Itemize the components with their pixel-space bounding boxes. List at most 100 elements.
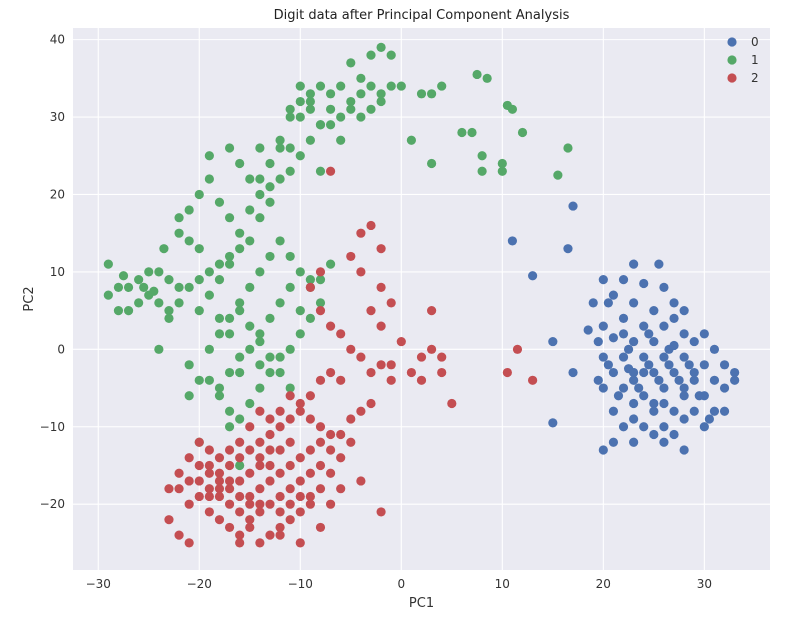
data-point <box>275 367 285 378</box>
data-point <box>224 367 235 378</box>
x-tick-label: 20 <box>596 577 611 591</box>
data-point <box>346 58 356 68</box>
data-point <box>406 135 416 145</box>
data-point <box>386 50 396 60</box>
data-point <box>679 383 689 393</box>
data-point <box>629 336 639 347</box>
data-point <box>477 166 487 176</box>
data-point <box>204 507 214 517</box>
data-point <box>588 298 598 308</box>
data-point <box>639 367 649 378</box>
data-point <box>406 367 416 378</box>
data-point <box>639 278 649 289</box>
data-point <box>598 352 608 362</box>
data-point <box>376 321 386 331</box>
data-point <box>654 259 664 269</box>
data-point <box>275 406 285 416</box>
x-tick-label: 0 <box>397 577 405 591</box>
y-axis-label: PC2 <box>22 286 37 311</box>
data-point <box>664 344 674 354</box>
data-point <box>366 81 376 91</box>
data-point <box>427 89 437 99</box>
data-point <box>285 383 295 393</box>
data-point <box>305 414 315 424</box>
data-point <box>336 81 346 91</box>
data-point <box>325 445 336 455</box>
data-point <box>184 360 194 370</box>
data-point <box>118 271 129 281</box>
data-point <box>679 445 689 455</box>
x-tick-label: −10 <box>288 577 313 591</box>
data-point <box>235 414 245 424</box>
data-point <box>618 275 629 285</box>
data-point <box>235 228 245 238</box>
data-point <box>295 398 305 409</box>
data-point <box>305 275 315 285</box>
data-point <box>730 375 740 385</box>
data-point <box>154 344 164 354</box>
data-point <box>356 89 366 99</box>
data-point <box>255 336 265 347</box>
data-point <box>134 298 144 308</box>
data-point <box>563 143 573 153</box>
data-point <box>295 453 305 463</box>
data-point <box>194 244 204 254</box>
data-point <box>255 406 265 416</box>
data-point <box>623 344 634 354</box>
data-point <box>437 81 447 91</box>
data-point <box>295 96 305 107</box>
data-point <box>598 445 608 455</box>
x-tick-label: 30 <box>697 577 712 591</box>
data-point <box>447 398 457 409</box>
data-point <box>275 522 285 533</box>
data-point <box>224 329 235 339</box>
data-point <box>639 352 649 362</box>
data-point <box>325 104 336 114</box>
data-point <box>204 375 214 385</box>
x-tick-label: −20 <box>187 577 212 591</box>
data-point <box>325 89 336 99</box>
data-point <box>295 81 305 91</box>
y-tick-label: 40 <box>50 33 65 47</box>
data-point <box>477 151 487 161</box>
data-point <box>674 375 684 385</box>
data-point <box>285 104 295 114</box>
data-point <box>502 367 512 378</box>
data-point <box>285 414 295 424</box>
data-point <box>285 484 295 494</box>
data-point <box>437 367 447 378</box>
data-point <box>684 360 694 370</box>
data-point <box>598 321 608 331</box>
data-point <box>149 286 159 296</box>
data-point <box>174 484 184 494</box>
data-point <box>265 313 275 323</box>
data-point <box>376 360 386 370</box>
data-point <box>285 391 295 401</box>
data-point <box>669 313 679 323</box>
y-tick-label: 0 <box>57 342 65 356</box>
data-point <box>593 375 603 385</box>
data-point <box>164 484 174 494</box>
data-point <box>366 220 376 231</box>
data-point <box>224 406 235 416</box>
data-point <box>416 375 427 385</box>
data-point <box>679 414 689 424</box>
data-point <box>346 414 356 424</box>
data-point <box>214 484 225 494</box>
series-2 <box>164 166 538 548</box>
data-point <box>295 112 305 122</box>
data-point <box>224 499 235 509</box>
data-point <box>709 406 720 416</box>
data-point <box>649 429 659 440</box>
data-point <box>265 445 275 455</box>
data-point <box>305 445 315 455</box>
data-point <box>235 491 245 502</box>
data-point <box>659 352 669 362</box>
data-point <box>295 476 305 486</box>
data-point <box>275 468 285 478</box>
data-point <box>224 476 235 486</box>
data-point <box>159 244 169 254</box>
data-point <box>366 306 376 316</box>
data-point <box>325 120 336 130</box>
